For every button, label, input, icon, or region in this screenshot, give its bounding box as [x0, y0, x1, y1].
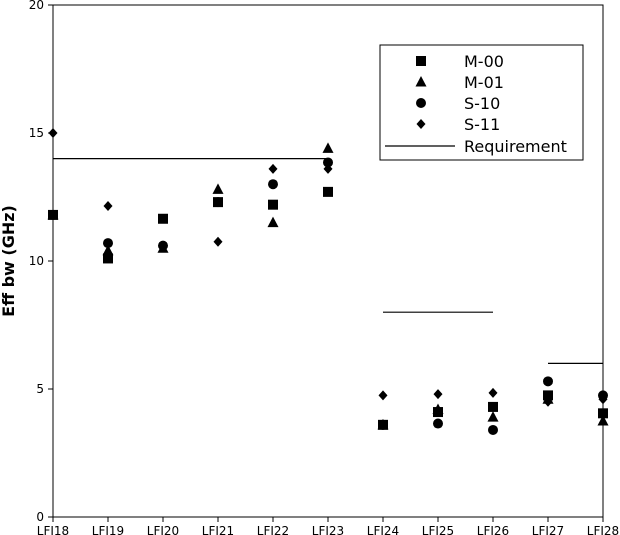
x-tick-label: LFI19	[92, 524, 124, 535]
point-s-10	[323, 157, 333, 168]
point-s-10	[488, 424, 498, 435]
point-m-00	[158, 213, 168, 224]
point-m-01	[487, 411, 499, 422]
point-s-11	[323, 163, 333, 174]
point-s-11	[213, 236, 223, 247]
point-m-00	[323, 186, 333, 197]
requirement-lines	[53, 158, 603, 364]
point-s-11	[598, 394, 608, 405]
x-tick-label: LFI22	[257, 524, 289, 535]
legend-label: S-10	[464, 94, 500, 113]
y-tick-label: 10	[29, 254, 44, 268]
point-m-00	[103, 253, 113, 264]
y-tick-label: 15	[29, 126, 44, 140]
x-tick-label: LFI21	[202, 524, 234, 535]
data-points	[47, 128, 609, 435]
point-m-00	[488, 401, 498, 412]
point-s-11	[433, 389, 443, 400]
point-s-10	[268, 179, 278, 190]
y-tick-label: 0	[36, 510, 44, 524]
legend-label: M-00	[464, 52, 504, 71]
y-axis: 0 5 10 15 20	[29, 0, 53, 524]
legend-marker-m-00	[416, 56, 426, 66]
x-tick-label: LFI26	[477, 524, 509, 535]
point-m-01	[267, 216, 279, 228]
x-tick-label: LFI24	[367, 524, 399, 535]
legend-label: S-11	[464, 115, 500, 134]
point-s-10	[48, 209, 58, 220]
point-s-11	[488, 387, 498, 398]
point-s-11	[378, 390, 388, 401]
point-m-01	[102, 244, 114, 256]
point-s-11	[103, 200, 113, 211]
y-tick-label: 5	[36, 382, 44, 396]
point-s-10	[103, 238, 113, 249]
point-s-10	[378, 419, 388, 430]
legend-box	[379, 44, 584, 161]
point-s-11	[268, 163, 278, 174]
point-s-10	[433, 418, 443, 429]
point-m-01	[322, 142, 334, 153]
legend-marker-s-10	[416, 98, 426, 108]
x-axis: LFI18 LFI19 LFI20 LFI21 LFI22 LFI23 LFI24 LFI25…	[37, 517, 619, 535]
point-m-01	[597, 415, 609, 426]
legend-label: M-01	[464, 73, 504, 92]
point-s-11	[543, 396, 553, 407]
point-m-00	[268, 199, 278, 210]
point-m-01	[432, 403, 444, 414]
point-s-10	[213, 197, 223, 208]
legend-marker-m-01	[415, 76, 427, 87]
x-tick-label: LFI18	[37, 524, 69, 535]
y-axis-label: Eff bw (GHz)	[0, 205, 18, 317]
legend-label: Requirement	[464, 137, 567, 156]
point-m-00	[598, 408, 608, 419]
y-tick-label: 20	[29, 0, 44, 12]
point-s-11	[158, 241, 168, 252]
x-tick-label: LFI28	[587, 524, 619, 535]
x-tick-label: LFI20	[147, 524, 179, 535]
point-s-10	[543, 376, 553, 387]
x-tick-label: LFI27	[532, 524, 564, 535]
x-tick-label: LFI25	[422, 524, 454, 535]
x-tick-label: LFI23	[312, 524, 344, 535]
legend: M-00 M-01 S-10 S-11 Requirement	[379, 44, 584, 161]
point-m-01	[212, 183, 224, 194]
legend-marker-s-11	[416, 119, 426, 129]
